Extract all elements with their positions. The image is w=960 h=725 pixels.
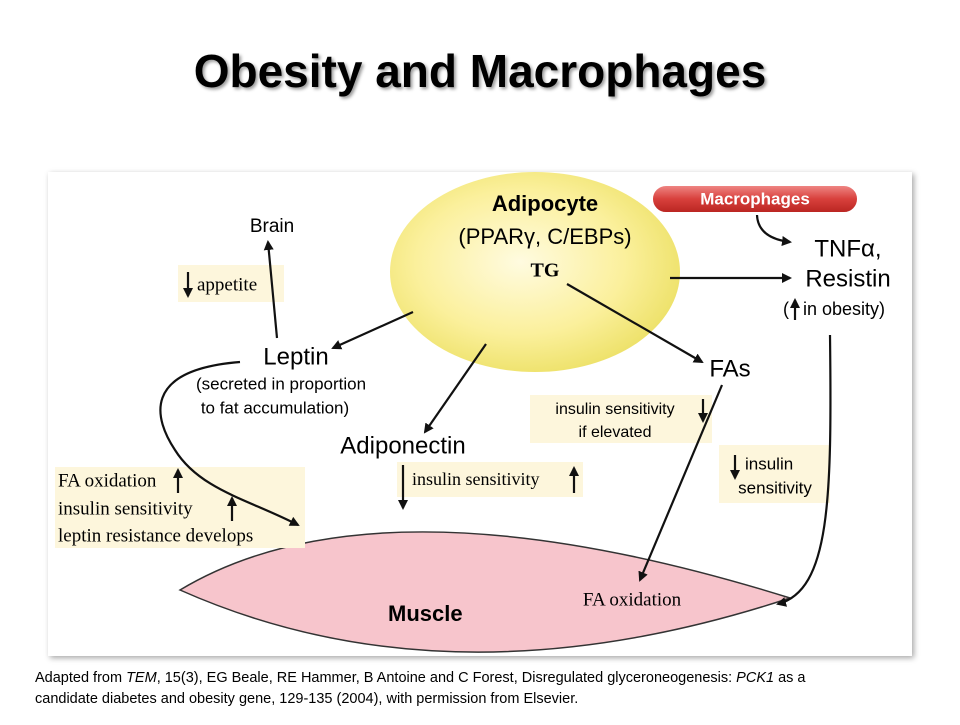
title: Obesity and Macrophages: [194, 45, 767, 97]
leptin-effect-line: leptin resistance develops: [58, 525, 253, 546]
leptin-effects-box: [55, 467, 305, 548]
adiponectin-label: Adiponectin: [340, 432, 465, 459]
arrow: [159, 360, 300, 526]
caption-part: PCK1: [736, 670, 774, 686]
caption: candidate diabetes and obesity gene, 129…: [35, 691, 578, 707]
tnf-line: TNFα,: [814, 235, 881, 262]
resistin-line: sensitivity: [738, 478, 812, 497]
muscle-content: FA oxidation: [583, 589, 682, 610]
caption-part: as a: [774, 670, 806, 686]
adiponectin-box: [397, 462, 583, 497]
appetite-box: [178, 265, 284, 302]
arrow: [263, 240, 279, 339]
adipocyte-sublabel: (PPARγ, C/EBPs): [458, 224, 631, 249]
resistin-line: insulin: [745, 454, 793, 473]
arrow: [755, 214, 792, 246]
tnf-note: in obesity): [803, 299, 885, 319]
macrophages-label: Macrophages: [700, 189, 810, 208]
macrophages-pill: [651, 184, 859, 214]
leptin-effect-line: FA oxidation: [58, 470, 157, 491]
leptin-effect-line: insulin sensitivity: [58, 498, 193, 519]
fas-box: [530, 395, 712, 443]
adiponectin-effect: insulin sensitivity: [412, 469, 540, 489]
adipocyte-ellipse: [390, 172, 680, 372]
leptin-label: Leptin: [263, 343, 328, 370]
tnf-note: (: [783, 299, 789, 319]
caption: Adapted from TEM, 15(3), EG Beale, RE Ha…: [35, 670, 806, 686]
arrow: [776, 334, 832, 607]
arrow: [331, 310, 414, 350]
adipocyte-content: TG: [531, 260, 560, 282]
fas-line: if elevated: [579, 424, 652, 441]
leptin-line: (secreted in proportion: [196, 374, 366, 393]
caption-part: TEM: [126, 670, 158, 686]
fas-line: insulin sensitivity: [555, 401, 674, 418]
arrow: [638, 384, 724, 582]
tnf-line: Resistin: [805, 265, 890, 292]
brain-label: Brain: [250, 216, 294, 237]
leptin-line: to fat accumulation): [201, 398, 349, 417]
fas-label: FAs: [709, 355, 750, 382]
adipocyte-label: Adipocyte: [492, 191, 598, 216]
muscle-label: Muscle: [388, 601, 463, 626]
appetite-label: appetite: [197, 274, 257, 295]
arrow: [566, 283, 704, 364]
caption-part: , 15(3), EG Beale, RE Hammer, B Antoine …: [157, 670, 736, 686]
caption-part: Adapted from: [35, 670, 126, 686]
arrow: [423, 343, 487, 434]
